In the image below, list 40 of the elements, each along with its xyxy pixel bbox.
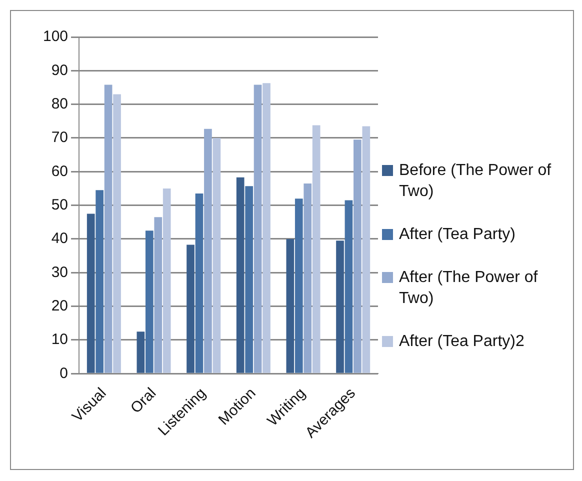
bar — [195, 194, 204, 373]
bar — [204, 128, 212, 373]
bar — [186, 244, 194, 373]
bar — [154, 217, 162, 373]
bar — [236, 177, 244, 373]
legend-label: After (The Power of Two) — [399, 268, 539, 309]
y-tick-label: 20 — [51, 297, 68, 314]
legend-label: After (Tea Party)2 — [399, 332, 524, 352]
y-tick-label: 50 — [51, 196, 68, 214]
legend-label: After (Tea Party) — [399, 225, 516, 245]
legend-label: Before (The Power of Two) — [399, 161, 552, 202]
y-tick-label: 80 — [51, 95, 68, 112]
bar — [354, 140, 362, 373]
bar — [336, 240, 344, 373]
bar — [286, 238, 294, 373]
bar — [245, 186, 253, 373]
bar — [136, 332, 145, 373]
x-tick-label: Oral — [127, 384, 160, 417]
y-tick-label: 0 — [60, 364, 68, 382]
y-tick-label: 30 — [51, 264, 68, 281]
y-tick-label: 90 — [51, 62, 68, 79]
y-tick-label: 100 — [42, 28, 68, 46]
bar — [162, 188, 171, 373]
bar — [362, 126, 370, 373]
bar — [344, 200, 353, 373]
bar — [86, 214, 95, 373]
bar — [212, 138, 221, 373]
bar — [145, 230, 154, 373]
bar — [294, 198, 303, 373]
bar — [104, 84, 112, 373]
bar — [96, 190, 104, 373]
bar — [312, 125, 320, 373]
y-tick-label: 40 — [51, 230, 68, 248]
bar — [262, 83, 270, 373]
bar — [113, 94, 121, 373]
bar — [254, 84, 262, 373]
y-tick-label: 70 — [51, 129, 68, 146]
y-tick-label: 60 — [51, 162, 68, 180]
bar — [304, 183, 312, 373]
y-tick-label: 10 — [51, 331, 68, 348]
